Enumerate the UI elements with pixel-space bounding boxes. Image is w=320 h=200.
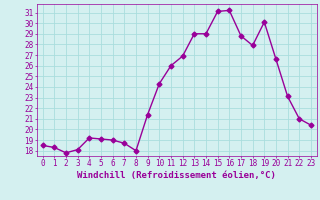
X-axis label: Windchill (Refroidissement éolien,°C): Windchill (Refroidissement éolien,°C) bbox=[77, 171, 276, 180]
